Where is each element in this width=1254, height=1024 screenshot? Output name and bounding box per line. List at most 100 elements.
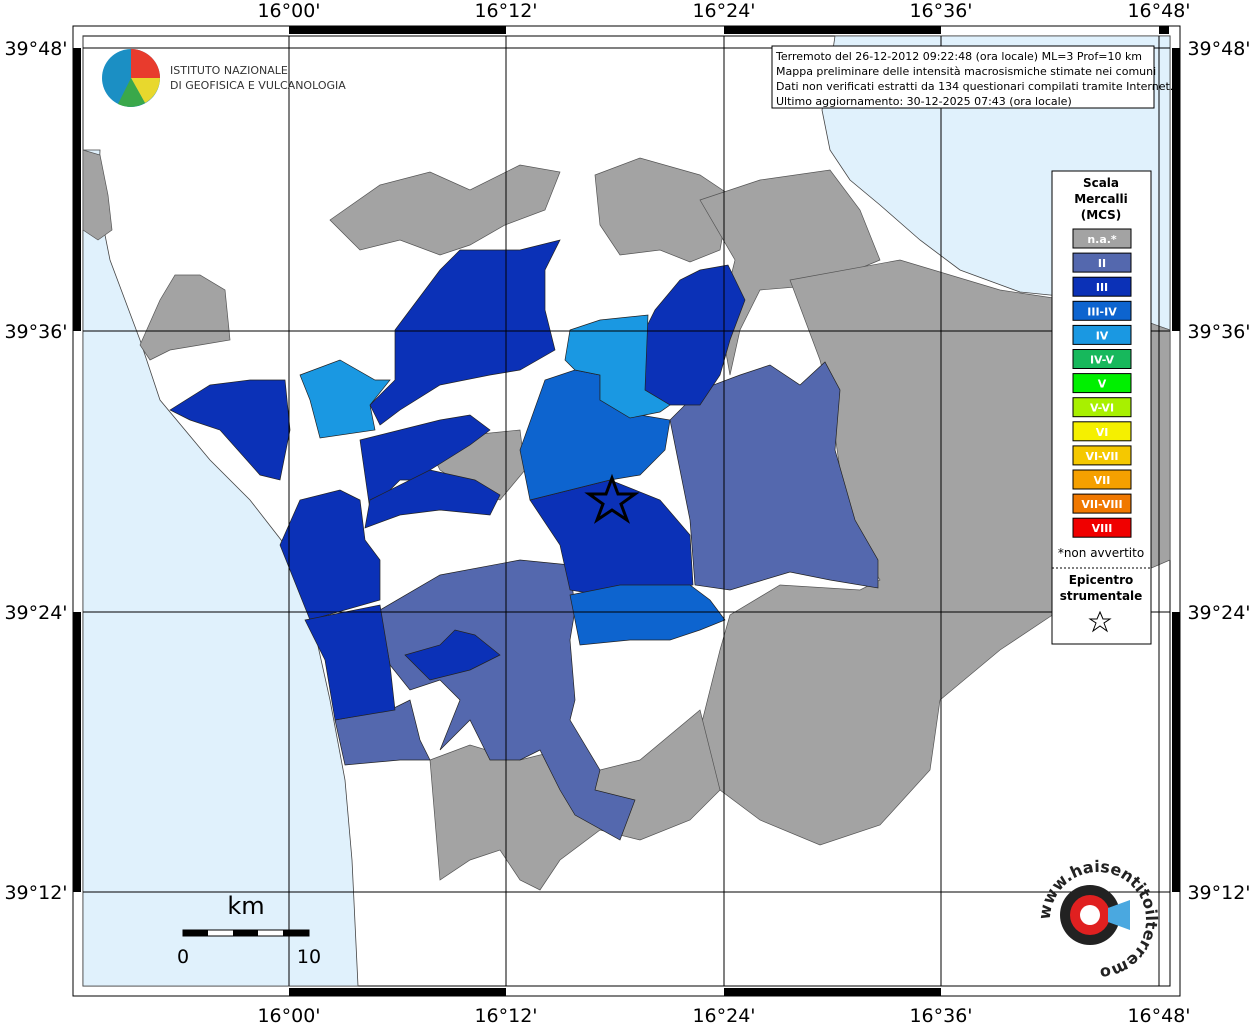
legend-label: VI-VII (1085, 450, 1118, 463)
scale-bar: km 0 10 (177, 892, 321, 968)
frame-bar (724, 988, 941, 996)
info-box (771, 45, 1155, 109)
region (304, 604, 396, 721)
frame-bar (289, 26, 506, 34)
legend-label: III-IV (1087, 305, 1117, 318)
scale-label: 0 (177, 946, 189, 968)
lat-label: 39°12' (4, 882, 67, 904)
lon-label: 16°12' (474, 1005, 537, 1024)
lon-label: 16°48' (1127, 1005, 1190, 1024)
info-line: Ultimo aggiornamento: 30-12-2025 07:43 (… (776, 95, 1072, 108)
lon-label: 16°24' (692, 1005, 755, 1024)
legend-star (1088, 610, 1112, 633)
legend-label: II (1098, 257, 1106, 270)
logo-text: DI GEOFISICA E VULCANOLOGIA (170, 79, 346, 92)
legend-swatch (1072, 469, 1132, 490)
legend-swatch (1072, 300, 1132, 321)
legend-swatch (1072, 445, 1132, 466)
region (329, 164, 561, 256)
lon-label: 16°36' (909, 1005, 972, 1024)
legend-title: (MCS) (1081, 208, 1122, 222)
region (669, 361, 879, 591)
scale-seg (233, 930, 258, 936)
ingv-logo: ISTITUTO NAZIONALE DI GEOFISICA E VULCAN… (102, 49, 346, 107)
legend-label: V-VI (1090, 402, 1114, 415)
legend-label: VII-VIII (1081, 498, 1122, 511)
frame-bar (1159, 26, 1169, 34)
lat-label: 39°12' (1187, 882, 1250, 904)
legend-label: IV (1096, 329, 1109, 342)
legend-swatch (1072, 373, 1132, 394)
lon-label: 16°36' (909, 0, 972, 22)
info-line: Mappa preliminare delle intensità macros… (776, 65, 1156, 78)
lat-label: 39°24' (1187, 602, 1250, 624)
legend-swatch (1072, 397, 1132, 418)
lon-label: 16°48' (1127, 0, 1190, 22)
legend-swatch (1072, 252, 1132, 273)
scale-unit: km (227, 892, 264, 920)
legend-title: Scala (1083, 176, 1119, 190)
legend-epicenter: Epicentro (1069, 573, 1134, 587)
scale-seg (283, 930, 309, 936)
frame-bar (1172, 48, 1180, 331)
legend-note: *non avvertito (1058, 546, 1144, 560)
region (169, 379, 291, 481)
info-line: Terremoto del 26-12-2012 09:22:48 (ora l… (775, 50, 1142, 63)
legend-swatch (1072, 349, 1132, 369)
legend-swatch (1072, 493, 1132, 514)
region (299, 359, 391, 439)
legend-label: VIII (1092, 522, 1113, 535)
info-line: Dati non verificati estratti da 134 ques… (776, 80, 1173, 93)
logo-text: ISTITUTO NAZIONALE (170, 64, 288, 77)
frame-bar (73, 612, 81, 892)
lon-label: 16°00' (257, 0, 320, 22)
region (82, 149, 113, 241)
legend-swatch (1072, 276, 1132, 297)
legend-swatch (1072, 324, 1132, 345)
legend-swatch (1072, 517, 1132, 538)
legend-label: III (1096, 281, 1108, 294)
scale-seg (183, 930, 208, 936)
legend-items: n.a.*IIIIIIII-IVIVIV-VVV-VIVIVI-VIIVIIVI… (1072, 228, 1132, 538)
frame-bar (73, 48, 81, 331)
hst-horn (1108, 900, 1130, 930)
legend-label: VI (1096, 426, 1109, 439)
frame-bar (724, 26, 941, 34)
frame-bar (289, 988, 506, 996)
logo-globe (131, 78, 160, 103)
legend-title: Mercalli (1074, 192, 1128, 206)
frame-bars (73, 26, 1180, 996)
legend-epicenter: strumentale (1060, 589, 1143, 603)
lon-label: 16°00' (257, 1005, 320, 1024)
epicenter (584, 473, 640, 524)
lat-label: 39°48' (4, 38, 67, 60)
logo-globe (131, 49, 160, 78)
hst-circle (1080, 905, 1100, 925)
legend-swatch (1072, 228, 1132, 249)
region (279, 489, 381, 621)
lat-label: 39°36' (1187, 321, 1250, 343)
legend-swatch (1072, 421, 1132, 442)
region (139, 274, 231, 361)
lon-label: 16°24' (692, 0, 755, 22)
axis-labels: 16°00' 16°00' 16°12' 16°12' 16°24' 16°24' 16°3… (4, 0, 1250, 1024)
lat-label: 39°24' (4, 602, 67, 624)
scale-label: 10 (297, 946, 321, 968)
lat-label: 39°36' (4, 321, 67, 343)
region (569, 584, 726, 646)
region (369, 239, 561, 426)
legend-label: IV-V (1090, 354, 1115, 367)
lon-label: 16°12' (474, 0, 537, 22)
region (564, 314, 671, 419)
region (404, 629, 501, 681)
legend-label: V (1098, 378, 1107, 391)
logo-globe (118, 78, 145, 107)
frame-bar (1172, 612, 1180, 892)
region (594, 157, 731, 263)
info-lines: Terremoto del 26-12-2012 09:22:48 (ora l… (775, 50, 1173, 108)
legend-label: VII (1094, 474, 1111, 487)
region (364, 469, 501, 529)
lat-label: 39°48' (1187, 38, 1250, 60)
